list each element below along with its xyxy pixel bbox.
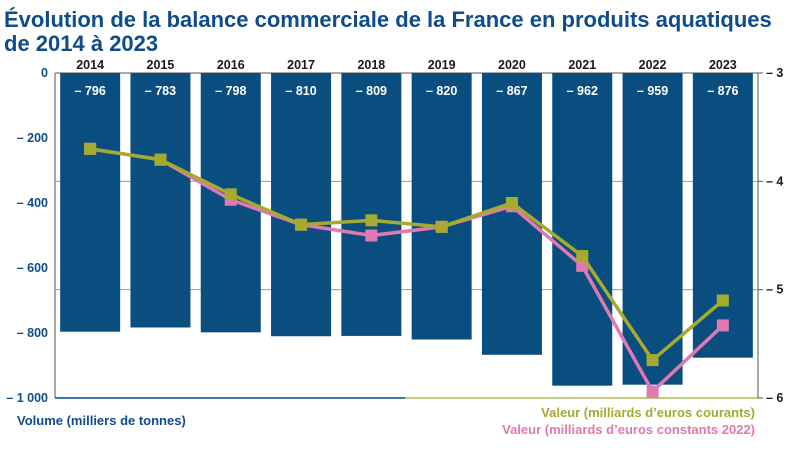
bar-value-label: – 796 xyxy=(75,84,106,98)
x-tick-label: 2017 xyxy=(287,58,315,72)
bar-value-label: – 959 xyxy=(637,84,668,98)
bar-value-label: – 798 xyxy=(215,84,246,98)
legend-current-euros: Valeur (milliards d’euros courants) xyxy=(541,405,755,420)
bar xyxy=(60,73,121,332)
bar xyxy=(271,73,332,337)
marker-constant-euros xyxy=(365,229,378,242)
y-right-tick-label: – 4 xyxy=(766,174,783,188)
marker-current-euros xyxy=(224,188,237,201)
bar-value-label: – 820 xyxy=(426,84,457,98)
y-left-tick-label: – 600 xyxy=(17,261,48,275)
bar-value-label: – 876 xyxy=(707,84,738,98)
y-left-tick-label: 0 xyxy=(41,66,48,80)
bar xyxy=(411,73,472,340)
y-left-axis: 0 – 200 – 400 – 600 – 800 – 1 000 xyxy=(6,66,48,405)
bar-value-label: – 783 xyxy=(145,84,176,98)
y-left-tick-label: – 400 xyxy=(17,196,48,210)
y-left-tick-label: – 200 xyxy=(17,131,48,145)
bar xyxy=(341,73,402,336)
bar xyxy=(552,73,613,386)
legend-constant-euros: Valeur (milliards d’euros constants 2022… xyxy=(502,422,755,437)
x-tick-label: 2021 xyxy=(568,58,596,72)
marker-current-euros xyxy=(435,220,448,233)
marker-current-euros xyxy=(646,354,659,367)
bar-value-label: – 810 xyxy=(285,84,316,98)
marker-current-euros xyxy=(154,153,167,166)
x-tick-label: 2019 xyxy=(428,58,456,72)
marker-current-euros xyxy=(295,218,308,231)
marker-current-euros xyxy=(505,197,518,209)
x-tick-label: 2015 xyxy=(147,58,175,72)
y-right-tick-label: – 6 xyxy=(766,391,783,405)
y-right-tick-label: – 5 xyxy=(766,283,783,297)
x-tick-label: 2018 xyxy=(357,58,385,72)
legend-volume: Volume (milliers de tonnes) xyxy=(17,413,186,428)
marker-current-euros xyxy=(716,294,729,307)
y-right-tick-label: – 3 xyxy=(766,66,783,80)
line-constant-euros xyxy=(89,147,725,394)
x-tick-label: 2016 xyxy=(217,58,245,72)
bar-labels: – 796 – 783 – 798 – 810 – 809 – 820 – 867 – 962… xyxy=(75,84,739,98)
value-lines xyxy=(84,142,729,398)
x-tick-label: 2023 xyxy=(709,58,737,72)
y-left-tick-label: – 1 000 xyxy=(6,391,48,405)
line-current-euros xyxy=(89,147,724,362)
bar-value-label: – 867 xyxy=(496,84,527,98)
bar xyxy=(130,73,191,328)
bar-value-label: – 809 xyxy=(356,84,387,98)
bar xyxy=(692,73,753,358)
chart-title-line-2: de 2014 à 2023 xyxy=(4,31,158,56)
y-left-tick-label: – 800 xyxy=(17,326,48,340)
bar-value-label: – 962 xyxy=(567,84,598,98)
bar xyxy=(622,73,683,385)
marker-current-euros xyxy=(576,250,589,263)
marker-current-euros xyxy=(84,142,97,155)
x-tick-label: 2022 xyxy=(639,58,667,72)
chart-title-line-1: Évolution de la balance commerciale de l… xyxy=(4,7,772,32)
marker-constant-euros xyxy=(716,319,729,332)
x-tick-label: 2014 xyxy=(76,58,104,72)
y-right-axis: – 3 – 4 – 5 – 6 xyxy=(758,66,783,405)
x-tick-label: 2020 xyxy=(498,58,526,72)
marker-constant-euros xyxy=(646,385,659,398)
year-labels: 2014 2015 2016 2017 2018 2019 2020 2021 2022 2023 xyxy=(76,58,737,72)
marker-current-euros xyxy=(365,214,378,227)
